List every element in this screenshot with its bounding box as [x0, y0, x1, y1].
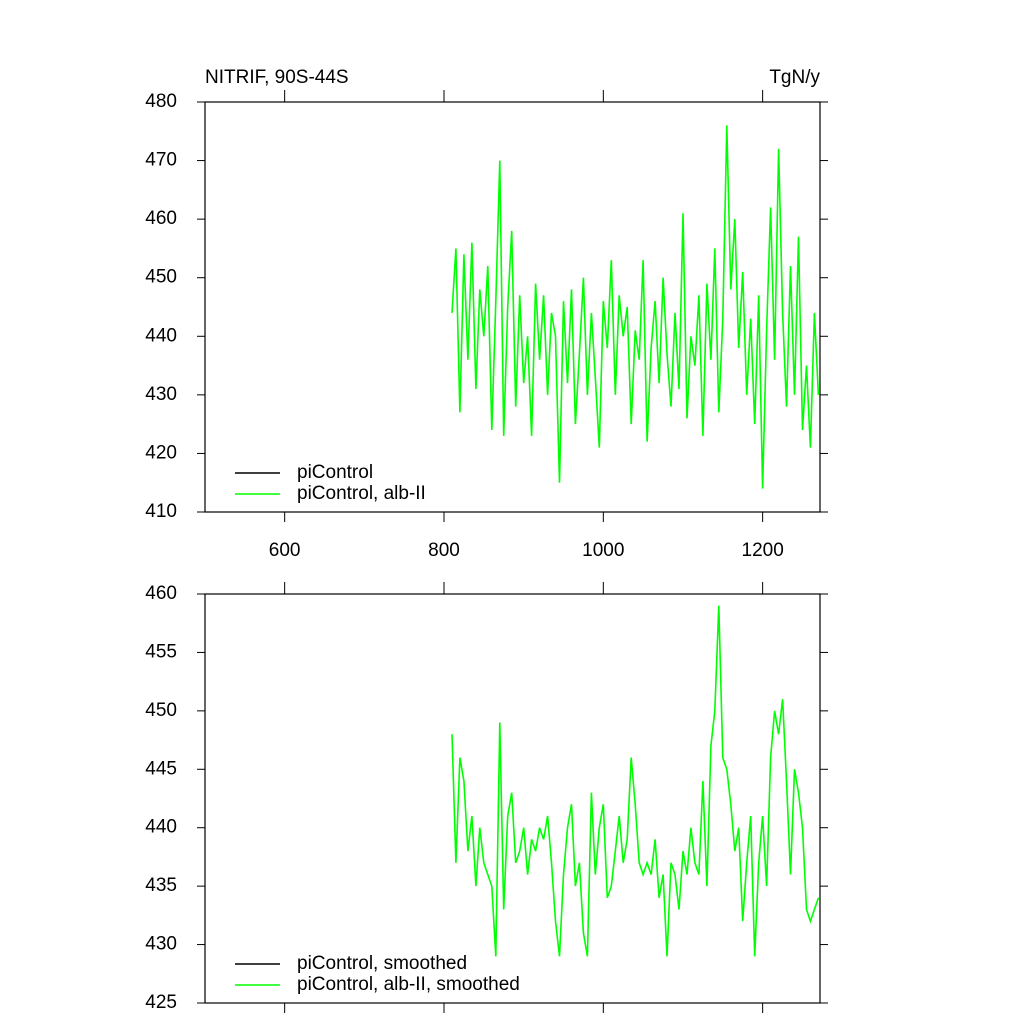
- x-tick-label: 1000: [582, 540, 624, 561]
- y-tick-label: 455: [145, 641, 177, 662]
- legend-label: piControl, smoothed: [297, 953, 467, 974]
- units-label: TgN/y: [769, 67, 820, 88]
- data-line: [451, 125, 820, 489]
- data-line: [451, 605, 820, 957]
- x-tick-label: 800: [428, 540, 460, 561]
- y-tick-label: 440: [145, 325, 177, 346]
- y-tick-label: 430: [145, 934, 177, 955]
- y-tick-label: 460: [145, 208, 177, 229]
- y-tick-label: 420: [145, 442, 177, 463]
- legend-label: piControl, alb-II, smoothed: [297, 974, 520, 995]
- plot-frame: [204, 593, 821, 1004]
- y-tick-label: 440: [145, 817, 177, 838]
- y-tick-label: 410: [145, 501, 177, 522]
- y-tick-label: 460: [145, 583, 177, 604]
- y-tick-label: 450: [145, 700, 177, 721]
- y-tick-label: 445: [145, 758, 177, 779]
- legend-label: piControl: [297, 462, 373, 483]
- plot-frame: [204, 101, 821, 513]
- y-tick-label: 480: [145, 91, 177, 112]
- y-tick-label: 435: [145, 875, 177, 896]
- y-tick-label: 425: [145, 992, 177, 1013]
- legend-label: piControl, alb-II: [297, 483, 426, 504]
- x-tick-label: 1200: [742, 540, 784, 561]
- y-tick-label: 450: [145, 267, 177, 288]
- chart-title: NITRIF, 90S-44S: [205, 67, 349, 88]
- x-tick-label: 600: [269, 540, 301, 561]
- y-tick-label: 470: [145, 150, 177, 171]
- y-tick-label: 430: [145, 384, 177, 405]
